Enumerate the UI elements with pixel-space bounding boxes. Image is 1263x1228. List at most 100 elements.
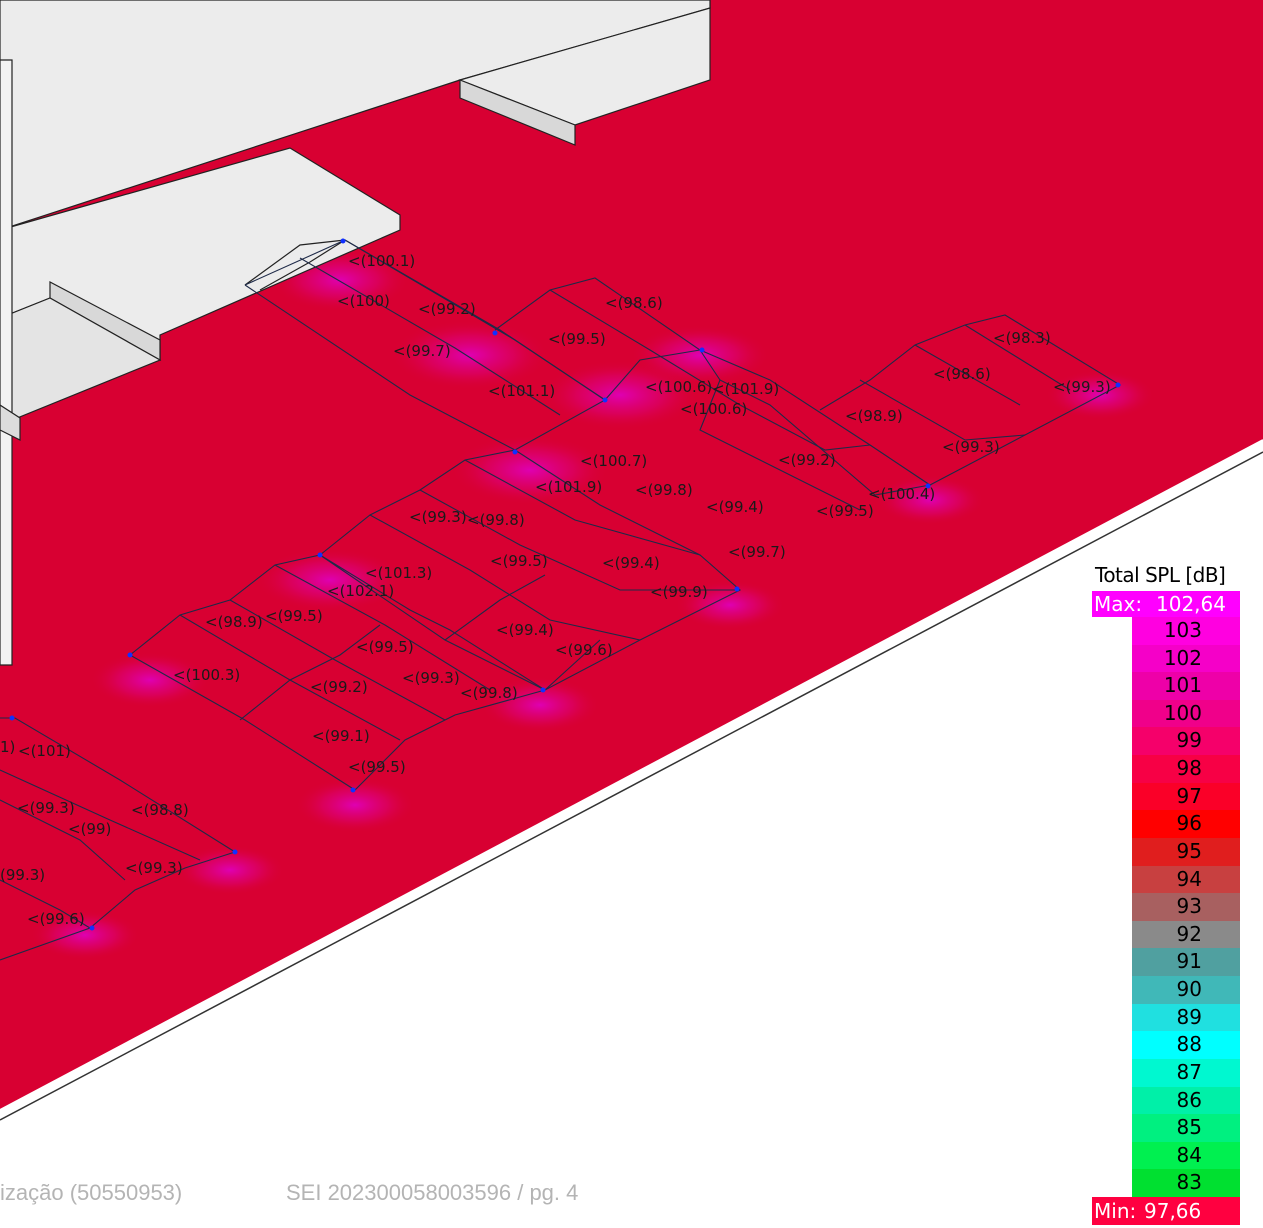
- speaker-dot: [492, 330, 498, 336]
- spl-label: <(100.6): [645, 378, 712, 396]
- legend-bin: 97: [1132, 782, 1240, 811]
- hotspot: [90, 652, 210, 708]
- hotspot: [480, 677, 600, 733]
- speaker-dot: [340, 238, 346, 244]
- hotspot: [875, 475, 985, 525]
- spl-label: <(101.1): [488, 382, 555, 400]
- spl-label: <(100.4): [868, 485, 935, 503]
- legend-bin: 94: [1132, 865, 1240, 894]
- speaker-dot: [925, 483, 931, 489]
- spl-label: <(99.6): [555, 641, 613, 659]
- spl-label: <(100.1): [348, 252, 415, 270]
- spl-label: <(99.3): [402, 669, 460, 687]
- legend-color-scale: 103 102 101 100 99 98 97 96 95 94 93 92 91 90 89 88 87 86…: [1132, 617, 1240, 1197]
- spl-label: <(99.8): [635, 481, 693, 499]
- legend-bin: 95: [1132, 837, 1240, 866]
- spl-label: <(99.3): [125, 859, 183, 877]
- legend-min-label: Min:: [1094, 1199, 1137, 1223]
- legend-bin: 87: [1132, 1058, 1240, 1087]
- speaker-dot: [699, 347, 705, 353]
- speaker-dot: [350, 787, 356, 793]
- legend-bin: 101: [1132, 672, 1240, 700]
- footer-sei-page: SEI 202300058003596 / pg. 4: [286, 1180, 579, 1205]
- spl-label: <(99.5): [356, 638, 414, 656]
- speaker-dot: [89, 925, 95, 931]
- speaker-dot: [512, 449, 518, 455]
- legend-bin: 93: [1132, 893, 1240, 921]
- spl-label: <(100.7): [580, 452, 647, 470]
- hotspot: [630, 325, 770, 385]
- building-left-return: [0, 404, 21, 441]
- spl-label: <(102.1): [327, 582, 394, 600]
- spl-label: <(101): [18, 742, 71, 760]
- speaker-dot: [127, 652, 133, 658]
- spl-label: <(99.5): [265, 607, 323, 625]
- spl-label: <(99): [68, 820, 111, 838]
- spl-labels: <(100.1) <(100) <(99.2) <(98.6) <(99.7) …: [0, 252, 1111, 928]
- spl-label: <(100.6): [680, 400, 747, 418]
- legend-bin: 99: [1132, 727, 1240, 756]
- spl-label: <(101.3): [365, 564, 432, 582]
- hotspot: [450, 435, 610, 505]
- legend-spacer: [1092, 617, 1132, 1197]
- legend-bin: 102: [1132, 644, 1240, 673]
- legend-bin: 96: [1132, 810, 1240, 838]
- legend-bin: 83: [1132, 1169, 1240, 1197]
- building-left-wall: [0, 59, 13, 666]
- building-structure: [0, 0, 711, 666]
- hotspot: [30, 910, 140, 960]
- legend-bin: 98: [1132, 755, 1240, 783]
- building-wall-right: [459, 79, 576, 146]
- speaker-dot: [602, 397, 608, 403]
- hotspot: [295, 777, 415, 833]
- spl-label: <(99.9): [650, 583, 708, 601]
- spl-label: <(99.5): [548, 330, 606, 348]
- legend-bin: 89: [1132, 1003, 1240, 1032]
- spl-label: <(98.6): [605, 294, 663, 312]
- spl-label: <(100.3): [173, 666, 240, 684]
- legend-title: Total SPL [dB]: [1095, 563, 1226, 587]
- hotspot: [675, 580, 785, 630]
- spl-label: <(99.8): [460, 684, 518, 702]
- spl-label: <(101.9): [535, 478, 602, 496]
- spl-label: <(99.7): [728, 543, 786, 561]
- spl-label: <(99.4): [602, 554, 660, 572]
- legend-bin: 88: [1132, 1031, 1240, 1059]
- spl-label: <(98.6): [933, 365, 991, 383]
- legend-max: Max: 102,64: [1092, 591, 1240, 617]
- spl-label: <(99.5): [490, 552, 548, 570]
- spl-label: <(98.3): [993, 329, 1051, 347]
- speaker-dot: [1115, 382, 1121, 388]
- spl-label: 1): [0, 738, 15, 756]
- legend-min: Min: 97,66: [1092, 1197, 1240, 1225]
- spl-label: <(99.5): [348, 758, 406, 776]
- legend-max-value: 102,64: [1156, 592, 1226, 616]
- building-lower-slab: [0, 297, 162, 426]
- spl-label: <(99.3): [1053, 378, 1111, 396]
- spl-label: <(100): [337, 292, 390, 310]
- legend-bin: 90: [1132, 976, 1240, 1004]
- speaker-dot: [734, 586, 740, 592]
- speaker-dot: [9, 715, 15, 721]
- spl-label: <(99.6): [27, 910, 85, 928]
- legend-min-value: 97,66: [1144, 1199, 1202, 1223]
- spl-label: <(99.1): [312, 727, 370, 745]
- legend-bin: 91: [1132, 948, 1240, 977]
- spl-label: (99.3): [0, 866, 45, 884]
- spl-label: <(99.2): [778, 451, 836, 469]
- hotspot: [255, 548, 405, 612]
- legend-max-label: Max:: [1094, 592, 1143, 616]
- spl-label: <(98.8): [131, 801, 189, 819]
- spl-label: <(99.2): [310, 678, 368, 696]
- footer-document-ref: ização (50550953): [0, 1180, 183, 1205]
- spl-label: <(99.4): [496, 621, 554, 639]
- legend-bin: 92: [1132, 920, 1240, 949]
- speaker-dot: [232, 849, 238, 855]
- legend-bin: 84: [1132, 1141, 1240, 1170]
- spl-legend: Total SPL [dB] Max: 102,64 103 102 101 100 9…: [1092, 563, 1242, 1225]
- hotspot: [175, 845, 285, 895]
- legend-bin: 103: [1132, 617, 1240, 645]
- spl-label: <(99.3): [17, 799, 75, 817]
